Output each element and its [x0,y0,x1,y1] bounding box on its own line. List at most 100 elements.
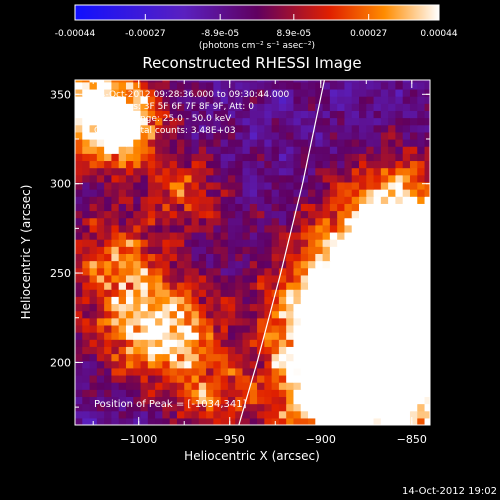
heatmap-cell [300,310,309,319]
heatmap-cell [424,246,430,254]
heatmap-cell [75,110,83,119]
heatmap-cell [249,382,258,390]
heatmap-cell [176,289,185,297]
heatmap-cell [125,196,134,204]
heatmap-cell [373,332,382,340]
heatmap-cell [337,374,346,383]
heatmap-cell [140,353,149,362]
heatmap-cell [402,217,411,226]
heatmap-cell [184,353,193,362]
heatmap-cell [380,174,389,183]
heatmap-cell [162,153,171,162]
heatmap-cell [111,317,120,326]
heatmap-cell [402,110,411,119]
heatmap-cell [206,410,214,419]
heatmap-cell [249,324,258,333]
heatmap-cell [315,274,324,283]
heatmap-cell [111,88,120,97]
heatmap-cell [125,239,134,247]
heatmap-cell [249,131,258,140]
heatmap-cell [235,324,244,333]
heatmap-cell [249,274,258,283]
heatmap-cell [140,131,149,140]
heatmap-cell [293,339,302,347]
heatmap-cell [373,203,382,212]
colorbar-tick-label: 0.00044 [420,29,457,39]
heatmap-cell [322,81,331,90]
heatmap-cell [206,396,214,405]
heatmap-cell [104,360,113,369]
heatmap-cell [198,410,207,419]
heatmap-cell [351,246,360,254]
heatmap-cell [155,131,163,140]
heatmap-cell [118,88,127,97]
heatmap-cell [162,296,171,305]
heatmap-cell [264,117,273,126]
heatmap-cell [162,131,171,140]
heatmap-cell [118,267,127,276]
heatmap-cell [140,117,149,126]
heatmap-cell [424,167,430,176]
heatmap-cell [300,81,309,90]
heatmap-cell [351,81,360,90]
heatmap-cell [125,246,134,254]
heatmap-cell [96,339,105,347]
heatmap-cell [140,96,149,104]
heatmap-cell [133,96,142,104]
heatmap-cell [293,146,302,154]
heatmap-cell [329,88,338,97]
heatmap-cell [82,360,91,369]
heatmap-cell [264,374,273,383]
heatmap-cell [388,382,397,390]
heatmap-cell [264,274,273,283]
heatmap-cell [308,81,316,90]
heatmap-cell [300,296,309,305]
heatmap-cell [264,389,273,397]
heatmap-cell [351,110,360,119]
colorbar-tick-label: 0.00027 [350,29,387,39]
heatmap-cell [140,289,149,297]
heatmap-cell [213,389,222,397]
heatmap-cell [293,360,302,369]
heatmap-cell [366,110,375,119]
heatmap-cell [315,124,324,133]
heatmap-cell [278,332,287,340]
heatmap-cell [366,324,375,333]
heatmap-cell [402,374,411,383]
heatmap-cell [395,260,404,269]
heatmap-cell [359,174,367,183]
heatmap-cell [133,303,142,312]
heatmap-cell [155,217,163,226]
heatmap-cell [337,110,346,119]
heatmap-cell [380,217,389,226]
heatmap-cell [322,389,331,397]
heatmap-cell [351,153,360,162]
heatmap-cell [373,117,382,126]
heatmap-cell [235,110,244,119]
heatmap-cell [329,374,338,383]
heatmap-cell [380,246,389,254]
heatmap-cell [75,360,83,369]
heatmap-cell [104,353,113,362]
heatmap-cell [118,217,127,226]
heatmap-cell [82,339,91,347]
heatmap-cell [380,160,389,169]
heatmap-cell [337,239,346,247]
heatmap-cell [118,146,127,154]
heatmap-cell [125,210,134,219]
heatmap-cell [322,317,331,326]
heatmap-cell [308,339,316,347]
heatmap-cell [300,367,309,376]
heatmap-cell [133,224,142,233]
heatmap-cell [373,367,382,376]
heatmap-cell [75,339,83,347]
heatmap-cell [162,339,171,347]
heatmap-cell [104,403,113,412]
heatmap-cell [82,296,91,305]
heatmap-cell [133,174,142,183]
annotation-counts: Clean Total counts: 3.48E+03 [94,126,236,136]
heatmap-cell [373,374,382,383]
heatmap-cell [191,203,200,212]
heatmap-cell [308,210,316,219]
heatmap-cell [424,124,430,133]
